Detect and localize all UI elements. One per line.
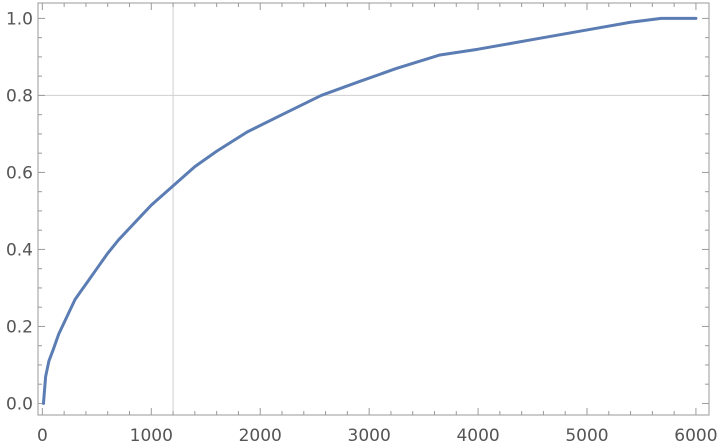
- y-tick-label: 0.8: [6, 86, 33, 106]
- x-tick-label: 2000: [239, 426, 282, 446]
- series-line-0: [41, 16, 698, 405]
- x-tick-label: 5000: [565, 426, 608, 446]
- x-tick-label: 4000: [456, 426, 499, 446]
- y-tick-label: 0.2: [6, 317, 33, 337]
- y-tick-label: 0.4: [6, 240, 33, 260]
- x-tick-label: 3000: [348, 426, 391, 446]
- x-tick-label: 6000: [674, 426, 717, 446]
- y-tick-label: 0.6: [6, 163, 33, 183]
- x-tick-label: 1000: [130, 426, 173, 446]
- x-tick-label: 0: [37, 426, 48, 446]
- y-tick-label: 1.0: [6, 9, 33, 29]
- series-layer: [41, 16, 698, 405]
- plot-frame: [37, 2, 710, 416]
- axis-ticks: [38, 3, 709, 415]
- gridlines: [38, 3, 709, 415]
- axis-tick-labels: 0 1000 2000 3000 4000 5000 6000 0.0 0.2 0.4 0.6 0.8…: [6, 9, 718, 446]
- y-tick-label: 0.0: [6, 394, 33, 414]
